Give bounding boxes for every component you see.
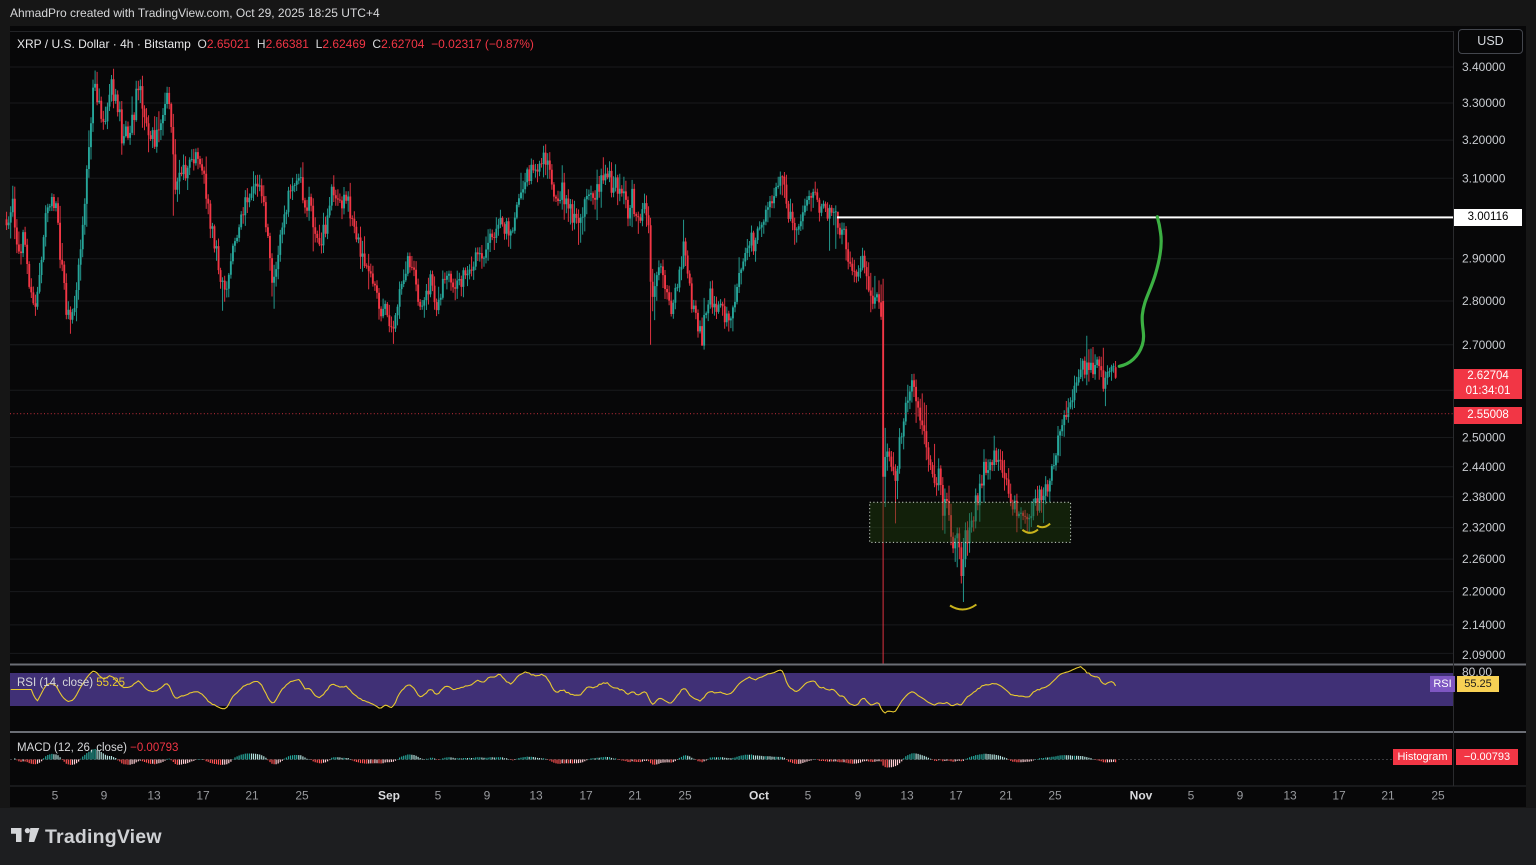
svg-text:3.20000: 3.20000 <box>1462 133 1506 147</box>
svg-text:13: 13 <box>147 789 161 803</box>
svg-text:2.26000: 2.26000 <box>1462 552 1506 566</box>
svg-text:2.90000: 2.90000 <box>1462 252 1506 266</box>
svg-text:21: 21 <box>628 789 642 803</box>
svg-text:3.30000: 3.30000 <box>1462 96 1506 110</box>
svg-text:2.38000: 2.38000 <box>1462 490 1506 504</box>
svg-text:2.20000: 2.20000 <box>1462 585 1506 599</box>
svg-text:17: 17 <box>1332 789 1346 803</box>
svg-text:13: 13 <box>529 789 543 803</box>
svg-text:5: 5 <box>1188 789 1195 803</box>
svg-text:17: 17 <box>949 789 963 803</box>
svg-text:21: 21 <box>1381 789 1395 803</box>
svg-text:13: 13 <box>900 789 914 803</box>
svg-text:2.50000: 2.50000 <box>1462 431 1506 445</box>
svg-text:5: 5 <box>435 789 442 803</box>
svg-text:Sep: Sep <box>378 789 400 803</box>
svg-text:17: 17 <box>579 789 593 803</box>
svg-text:2.09000: 2.09000 <box>1462 648 1506 662</box>
svg-text:9: 9 <box>855 789 862 803</box>
svg-text:25: 25 <box>678 789 692 803</box>
svg-text:2.32000: 2.32000 <box>1462 521 1506 535</box>
svg-text:21: 21 <box>999 789 1013 803</box>
svg-text:21: 21 <box>245 789 259 803</box>
svg-text:5: 5 <box>52 789 59 803</box>
svg-text:9: 9 <box>101 789 108 803</box>
svg-text:2.14000: 2.14000 <box>1462 618 1506 632</box>
svg-text:17: 17 <box>196 789 210 803</box>
svg-text:2.70000: 2.70000 <box>1462 338 1506 352</box>
svg-text:25: 25 <box>1048 789 1062 803</box>
svg-text:3.40000: 3.40000 <box>1462 60 1506 74</box>
svg-text:25: 25 <box>295 789 309 803</box>
svg-text:9: 9 <box>484 789 491 803</box>
svg-text:2.80000: 2.80000 <box>1462 294 1506 308</box>
svg-text:Nov: Nov <box>1130 789 1153 803</box>
svg-text:Oct: Oct <box>749 789 769 803</box>
svg-text:3.10000: 3.10000 <box>1462 171 1506 185</box>
svg-text:25: 25 <box>1431 789 1445 803</box>
svg-text:2.44000: 2.44000 <box>1462 460 1506 474</box>
svg-text:5: 5 <box>805 789 812 803</box>
svg-text:9: 9 <box>1237 789 1244 803</box>
svg-text:13: 13 <box>1283 789 1297 803</box>
